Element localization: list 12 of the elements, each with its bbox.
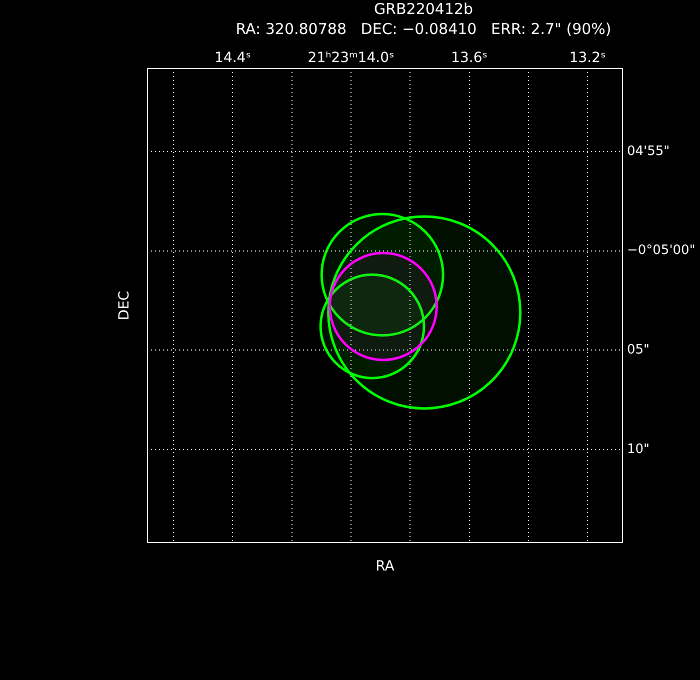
y-axis-title: DEC — [116, 290, 133, 320]
y-tick-label: 10" — [627, 442, 650, 457]
x-tick-label: 14.4ˢ — [214, 50, 251, 66]
x-tick-label: 21ʰ23ᵐ14.0ˢ — [308, 50, 394, 66]
y-tick-label: 04'55" — [627, 144, 670, 159]
x-tick-label: 13.6ˢ — [451, 50, 488, 66]
y-tick-label: −0°05'00" — [627, 243, 696, 258]
chart-title: GRB220412b — [374, 0, 474, 18]
chart-subtitle: RA: 320.80788 DEC: −0.08410 ERR: 2.7" (90%) — [236, 20, 612, 38]
x-tick-label: 13.2ˢ — [569, 50, 606, 66]
x-axis-title: RA — [376, 558, 395, 575]
y-tick-label: 05" — [627, 342, 650, 358]
